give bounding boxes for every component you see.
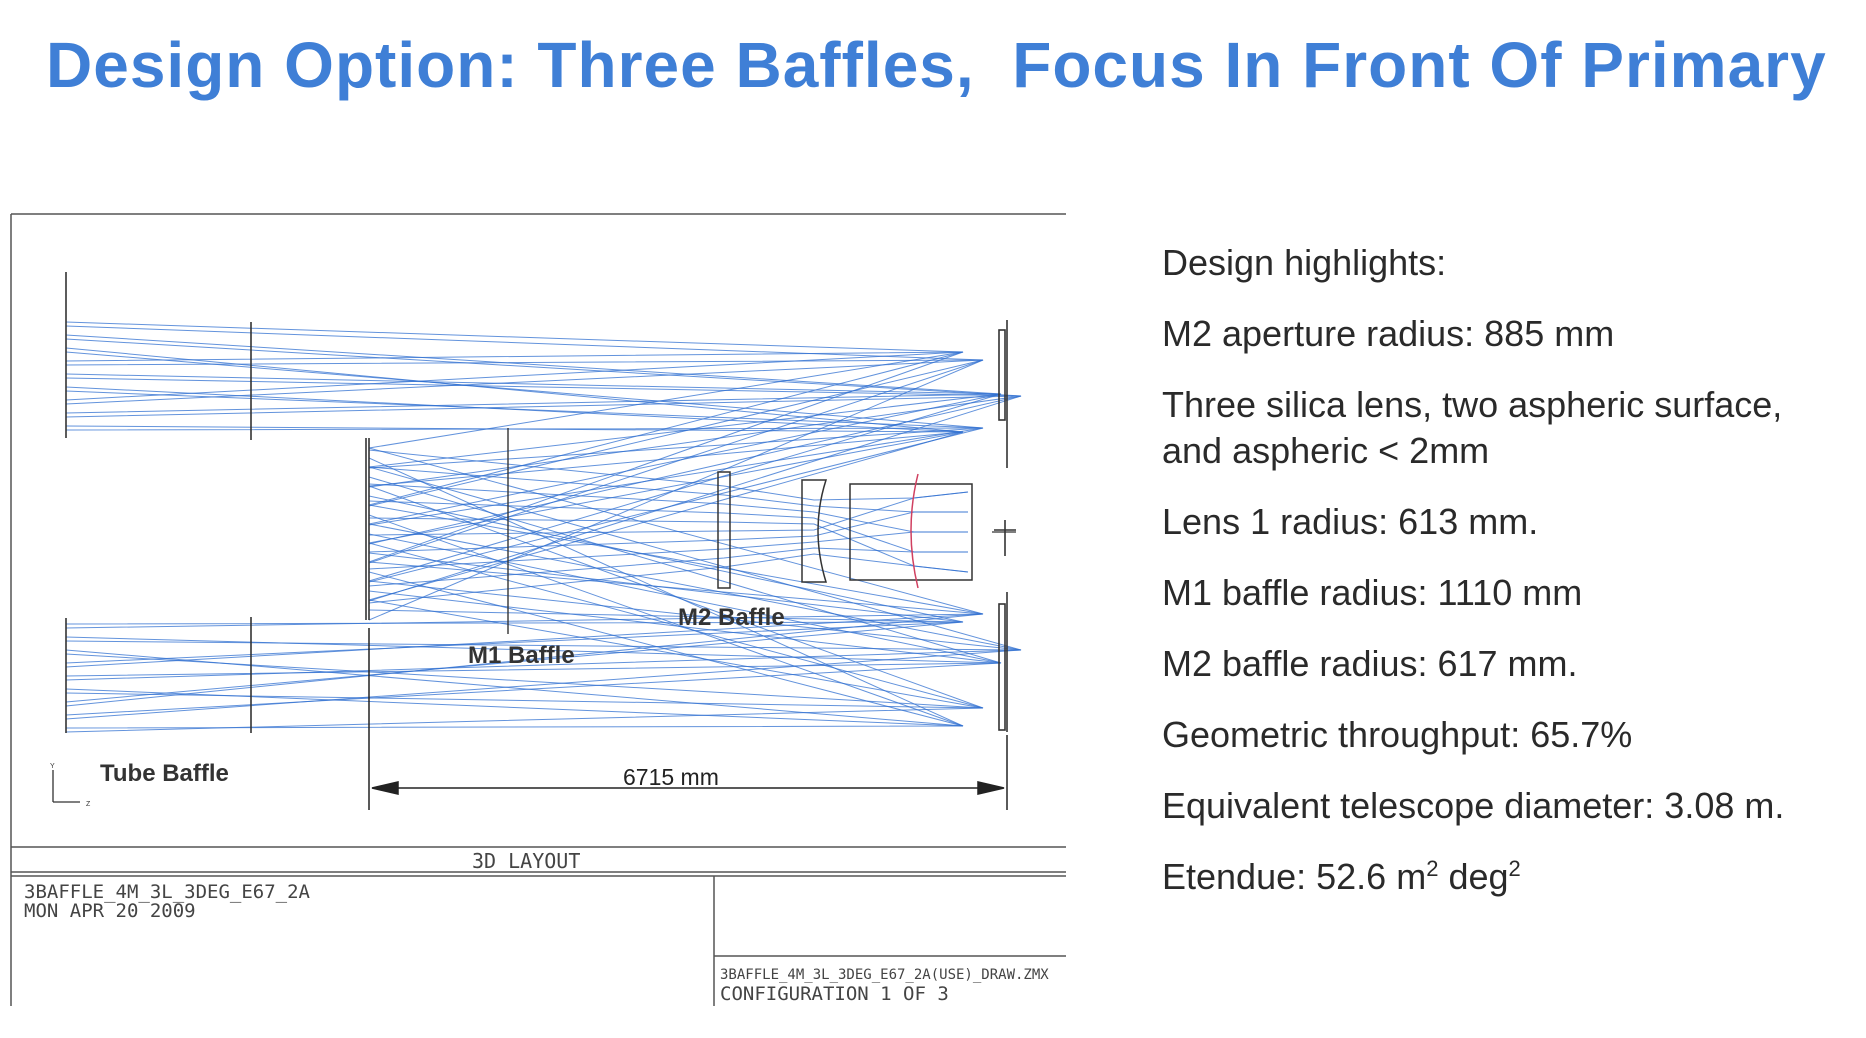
axis-indicator (52, 770, 80, 803)
highlight-m1-baffle: M1 baffle radius: 1110 mm (1162, 572, 1583, 613)
lens-group (717, 471, 973, 589)
drawing-frame (10, 213, 1066, 1006)
slide-title: Design Option: Three Baffles, Focus In F… (46, 29, 1827, 101)
ray (65, 427, 984, 469)
etendue-exp-2: 2 (1508, 856, 1521, 881)
ray (368, 511, 968, 553)
ray (368, 531, 968, 570)
ray (65, 476, 1002, 716)
lens-name: 3BAFFLE_4M_3L_3DEG_E67_2A (24, 881, 311, 903)
ray (65, 457, 964, 729)
axis-z-label: Z (86, 801, 91, 808)
ray (65, 395, 1022, 488)
highlight-m2-aperture: M2 aperture radius: 885 mm (1162, 313, 1615, 354)
view-name: 3D LAYOUT (472, 849, 580, 873)
dimension-label: 6715 mm (623, 764, 719, 790)
tube-baffle-label: Tube Baffle (100, 760, 229, 787)
ray (65, 359, 984, 507)
m2-baffle-label: M2 Baffle (678, 604, 785, 631)
ray (65, 325, 984, 621)
m1-baffle-label: M1 Baffle (468, 642, 575, 669)
highlight-lenses-line1: Three silica lens, two aspheric surface, (1162, 384, 1783, 425)
ray (65, 347, 964, 487)
dimension-line (368, 628, 1008, 810)
drawing-date: MON APR 20 2009 (24, 900, 196, 922)
highlight-lenses-line2: and aspheric < 2mm (1162, 430, 1490, 471)
ray (65, 425, 964, 601)
etendue-value: Etendue: 52.6 m (1162, 856, 1427, 897)
highlight-lens1-radius: Lens 1 radius: 613 mm. (1162, 501, 1539, 542)
configuration: CONFIGURATION 1 OF 3 (720, 983, 949, 1005)
highlights-heading: Design highlights: (1162, 242, 1447, 283)
ray-bundle (65, 321, 1022, 733)
ray (368, 547, 968, 587)
ray (368, 483, 968, 533)
secondary-mirror (365, 438, 370, 620)
highlight-throughput: Geometric throughput: 65.7% (1162, 714, 1633, 755)
ray (65, 561, 984, 707)
ray (65, 495, 964, 703)
file-name: 3BAFFLE_4M_3L_3DEG_E67_2A(USE)_DRAW.ZMX (720, 967, 1049, 983)
highlight-etendue: Etendue: 52.6 m2 deg2 (1162, 854, 1852, 900)
ray (65, 351, 964, 563)
etendue-unit: deg (1438, 856, 1509, 897)
primary-mirror (994, 320, 1016, 732)
highlight-m2-baffle: M2 baffle radius: 617 mm. (1162, 643, 1578, 684)
ray (65, 580, 1022, 720)
ray (65, 393, 1002, 582)
ray (368, 553, 969, 604)
axis-y-label: Y (50, 763, 55, 770)
etendue-exp-1: 2 (1426, 856, 1439, 881)
ray (65, 599, 984, 733)
design-highlights-list: Design highlights: M2 aperture radius: 8… (1162, 240, 1852, 925)
tube-baffle (65, 272, 252, 733)
highlight-lenses: Three silica lens, two aspheric surface,… (1162, 382, 1852, 474)
highlight-equiv-diameter: Equivalent telescope diameter: 3.08 m. (1162, 785, 1785, 826)
ray (368, 491, 969, 536)
